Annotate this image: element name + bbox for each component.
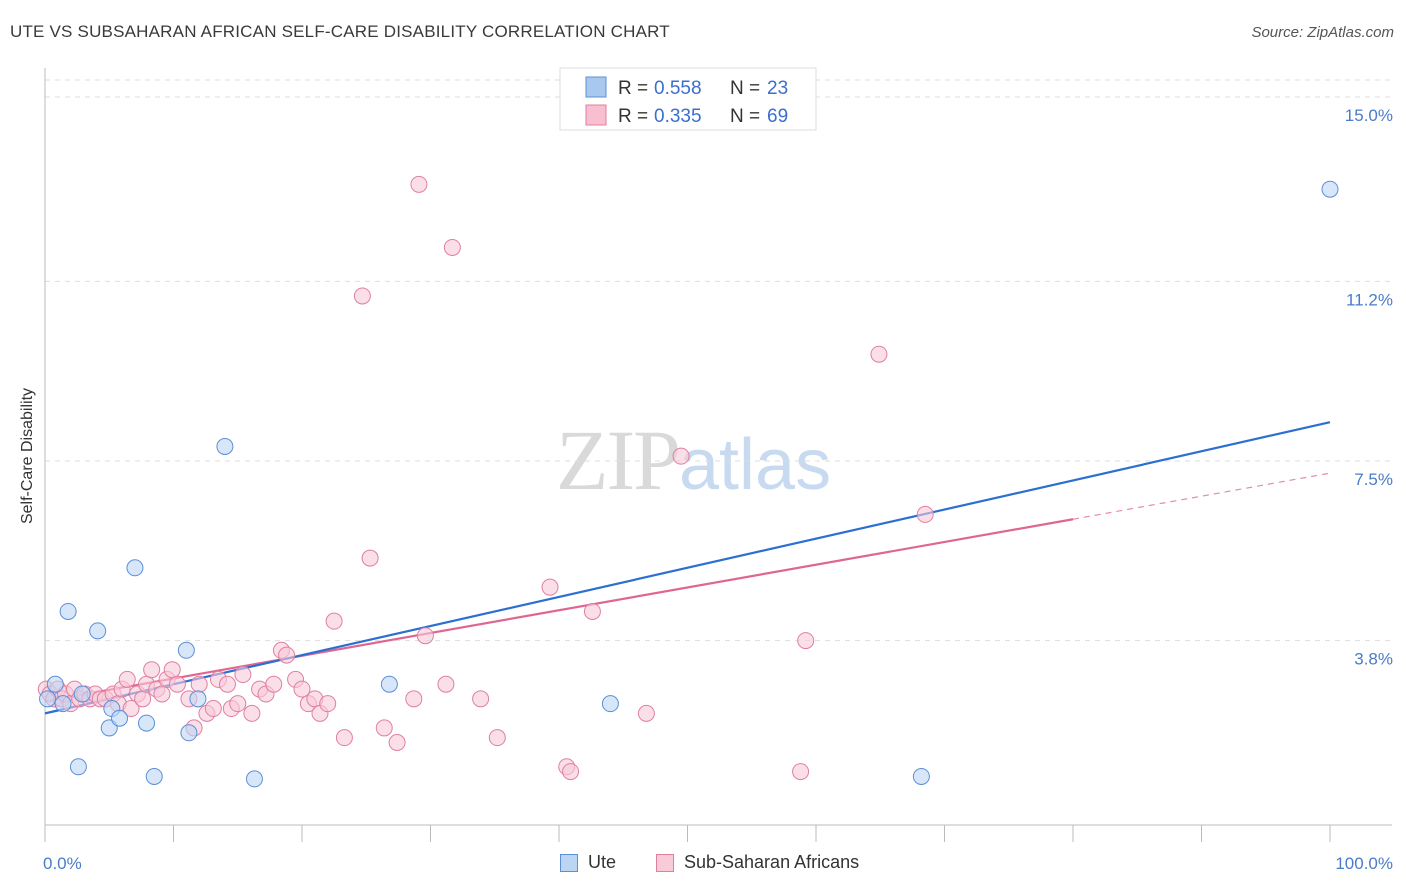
y-tick-label: 15.0%	[1345, 106, 1393, 125]
sub-saharan-point	[870, 345, 888, 363]
sub-saharan-point	[672, 447, 690, 465]
sub-saharan-point	[541, 578, 559, 596]
sub-saharan-point	[163, 661, 181, 679]
legend-label-ute: Ute	[588, 852, 617, 872]
sub-saharan-point	[278, 646, 296, 664]
ute-point	[126, 559, 144, 577]
legend-n-value: 69	[767, 106, 788, 127]
legend-r-label: R =	[618, 78, 648, 99]
gridlines	[45, 79, 1392, 642]
data-points	[37, 175, 1339, 788]
sub-saharan-point	[443, 238, 461, 256]
ute-point	[69, 758, 87, 776]
sub-saharan-point	[293, 680, 311, 698]
sub-saharan-point	[143, 661, 161, 679]
sub-saharan-point	[416, 627, 434, 645]
sub-saharan-point	[405, 690, 423, 708]
legend-item-ute: Ute	[560, 852, 616, 873]
ute-point	[73, 685, 91, 703]
sub-saharan-point	[437, 675, 455, 693]
sub-saharan-point	[410, 175, 428, 193]
sub-saharan-point	[916, 505, 934, 523]
legend-r-value: 0.558	[654, 78, 702, 99]
x-tick-label: 100.0%	[1335, 854, 1393, 873]
correlation-legend: R = 0.558 N = 23 R = 0.335 N = 69	[559, 67, 817, 131]
sub-saharan-point	[335, 729, 353, 747]
watermark: ZIPatlas	[556, 410, 831, 510]
ute-point	[216, 437, 234, 455]
sub-saharan-point	[488, 729, 506, 747]
ute-trend-line	[44, 421, 1331, 715]
sub-saharan-point	[637, 704, 655, 722]
legend-item-sub-saharan: Sub-Saharan Africans	[656, 852, 859, 873]
sub-saharan-point	[353, 287, 371, 305]
legend-r-label: R =	[618, 106, 648, 127]
sub-saharan-point	[562, 763, 580, 781]
y-tick-label: 3.8%	[1354, 650, 1393, 669]
sub-saharan-trend-extension	[1072, 472, 1331, 520]
sub-saharan-point	[375, 719, 393, 737]
sub-saharan-point	[583, 602, 601, 620]
trend-lines	[44, 421, 1331, 715]
x-tick-label: 0.0%	[43, 854, 82, 873]
y-tick-label: 11.2%	[1346, 290, 1393, 309]
ute-point	[138, 714, 156, 732]
ute-point	[245, 770, 263, 788]
legend-n-label: N =	[730, 78, 760, 99]
source-label: Source: ZipAtlas.com	[1251, 24, 1394, 41]
ute-point	[380, 675, 398, 693]
legend-label-sub-saharan: Sub-Saharan Africans	[684, 852, 860, 872]
legend-swatch	[585, 104, 607, 126]
legend-n-label: N =	[730, 106, 760, 127]
sub-saharan-point	[361, 549, 379, 567]
legend-swatch-ute	[560, 853, 578, 872]
ute-point	[601, 695, 619, 713]
ute-point	[59, 602, 77, 620]
sub-saharan-point	[122, 700, 140, 718]
ute-point	[46, 675, 64, 693]
y-tick-label: 7.5%	[1354, 470, 1393, 489]
sub-saharan-point	[388, 733, 406, 751]
sub-saharan-point	[218, 675, 236, 693]
sub-saharan-point	[325, 612, 343, 630]
sub-saharan-point	[234, 666, 252, 684]
bottom-legend: Ute Sub-Saharan Africans	[0, 852, 1406, 880]
ute-point	[912, 767, 930, 785]
sub-saharan-point	[168, 675, 186, 693]
tick-labels: 3.8% 7.5% 11.2% 15.0% 0.0% 100.0%	[43, 106, 1393, 873]
ute-point	[180, 724, 198, 742]
sub-saharan-point	[134, 690, 152, 708]
sub-saharan-point	[792, 763, 810, 781]
chart-title: UTE VS SUBSAHARAN AFRICAN SELF-CARE DISA…	[10, 22, 670, 41]
sub-saharan-point	[265, 675, 283, 693]
legend-r-value: 0.335	[654, 106, 702, 127]
ute-point	[89, 622, 107, 640]
sub-saharan-trend-line	[44, 518, 1074, 703]
ute-point	[177, 641, 195, 659]
ute-point	[39, 690, 57, 708]
ute-point	[111, 709, 129, 727]
legend-swatch-sub-saharan	[656, 853, 674, 872]
watermark-atlas: atlas	[679, 425, 832, 505]
sub-saharan-point	[797, 632, 815, 650]
sub-saharan-point	[118, 670, 136, 688]
sub-saharan-point	[243, 704, 261, 722]
sub-saharan-point	[472, 690, 490, 708]
sub-saharan-point	[319, 695, 337, 713]
ute-point	[145, 767, 163, 785]
ute-point	[189, 690, 207, 708]
sub-saharan-point	[204, 700, 222, 718]
ute-point	[54, 695, 72, 713]
ute-point	[1321, 180, 1339, 198]
sub-saharan-point	[153, 685, 171, 703]
sub-saharan-point	[190, 675, 208, 693]
sub-saharan-point	[229, 695, 247, 713]
legend-n-value: 23	[767, 78, 788, 99]
legend-swatch	[585, 76, 607, 98]
watermark-zip: ZIP	[556, 412, 681, 508]
